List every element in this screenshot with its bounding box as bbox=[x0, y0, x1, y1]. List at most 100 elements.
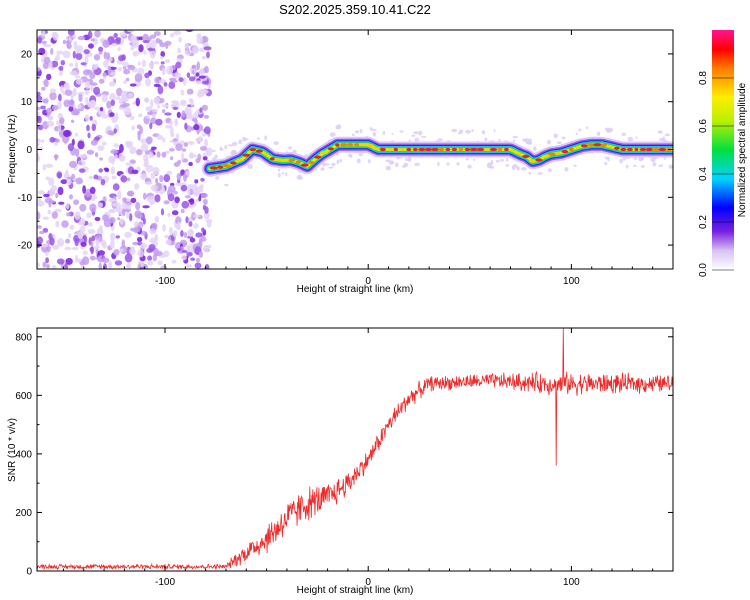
noise-speckle bbox=[43, 193, 50, 198]
halo-speckle bbox=[350, 154, 353, 159]
noise-speckle bbox=[82, 185, 86, 194]
noise-speckle bbox=[90, 139, 98, 146]
noise-speckle bbox=[163, 200, 170, 205]
noise-speckle bbox=[112, 183, 120, 191]
noise-speckle bbox=[108, 198, 116, 202]
halo-speckle bbox=[495, 160, 500, 163]
noise-speckle bbox=[136, 236, 143, 243]
noise-speckle bbox=[100, 179, 106, 186]
noise-speckle bbox=[127, 92, 134, 98]
ridge-core bbox=[593, 143, 602, 147]
spectrogram-heatmap bbox=[37, 30, 673, 269]
noise-speckle bbox=[175, 143, 183, 151]
noise-speckle bbox=[111, 175, 117, 180]
noise-speckle bbox=[83, 49, 90, 55]
snr-y-tick-label: 200 bbox=[15, 508, 32, 519]
noise-speckle bbox=[185, 170, 190, 176]
noise-speckle bbox=[185, 264, 193, 268]
noise-speckle bbox=[174, 196, 180, 204]
noise-speckle bbox=[73, 40, 78, 50]
ridge-core bbox=[645, 147, 654, 152]
noise-speckle bbox=[103, 59, 109, 68]
noise-speckle bbox=[109, 112, 115, 117]
noise-speckle bbox=[82, 256, 90, 266]
noise-speckle bbox=[189, 204, 195, 209]
noise-speckle bbox=[107, 130, 114, 136]
noise-speckle bbox=[84, 114, 90, 122]
noise-speckle bbox=[184, 49, 191, 56]
noise-speckle bbox=[203, 244, 210, 253]
noise-speckle bbox=[42, 98, 49, 104]
noise-speckle bbox=[165, 124, 173, 129]
ridge-core bbox=[249, 148, 257, 152]
noise-speckle bbox=[150, 172, 156, 180]
noise-speckle bbox=[148, 244, 156, 251]
noise-speckle bbox=[155, 118, 163, 126]
noise-speckle bbox=[129, 146, 137, 154]
halo-speckle bbox=[481, 130, 486, 135]
halo-speckle bbox=[244, 138, 249, 141]
halo-speckle bbox=[605, 156, 608, 160]
noise-speckle bbox=[201, 227, 205, 233]
noise-speckle bbox=[170, 132, 175, 138]
ridge-core bbox=[445, 147, 451, 152]
noise-speckle bbox=[195, 199, 200, 203]
ridge-core bbox=[476, 147, 485, 152]
noise-speckle bbox=[42, 216, 50, 220]
ridge-core bbox=[504, 147, 509, 152]
noise-speckle bbox=[203, 126, 211, 135]
noise-speckle bbox=[199, 146, 208, 151]
noise-speckle bbox=[57, 186, 64, 196]
ridge-core bbox=[424, 147, 433, 152]
noise-speckle bbox=[110, 71, 116, 76]
spectrogram-x-tick-label: 0 bbox=[365, 276, 371, 287]
noise-speckle bbox=[140, 173, 148, 181]
noise-speckle bbox=[112, 202, 118, 207]
noise-speckle bbox=[102, 72, 107, 77]
noise-speckle bbox=[203, 114, 210, 119]
noise-speckle bbox=[101, 94, 108, 103]
noise-speckle bbox=[69, 160, 77, 168]
halo-speckle bbox=[484, 137, 488, 142]
halo-speckle bbox=[596, 131, 601, 136]
halo-speckle bbox=[668, 164, 673, 169]
halo-speckle bbox=[586, 126, 589, 130]
noise-speckle bbox=[77, 140, 85, 150]
noise-speckle bbox=[188, 229, 194, 237]
halo-speckle bbox=[231, 141, 238, 146]
noise-speckle bbox=[89, 116, 93, 121]
ridge-core bbox=[300, 163, 309, 167]
ridge-core bbox=[516, 152, 523, 156]
noise-speckle bbox=[63, 83, 69, 89]
halo-speckle bbox=[607, 127, 613, 133]
noise-speckle bbox=[180, 184, 188, 192]
noise-speckle bbox=[42, 40, 47, 45]
noise-speckle bbox=[162, 137, 166, 143]
noise-speckle bbox=[136, 81, 142, 86]
noise-speckle bbox=[120, 90, 129, 100]
noise-speckle bbox=[118, 67, 122, 72]
halo-speckle bbox=[578, 128, 582, 132]
halo-speckle bbox=[564, 167, 569, 172]
noise-speckle bbox=[98, 78, 105, 84]
noise-speckle bbox=[47, 115, 54, 121]
noise-speckle bbox=[79, 154, 88, 158]
noise-speckle bbox=[181, 152, 185, 161]
halo-speckle bbox=[414, 162, 421, 166]
halo-speckle bbox=[394, 162, 399, 168]
noise-speckle bbox=[125, 77, 130, 82]
noise-speckle bbox=[142, 205, 150, 209]
noise-speckle bbox=[87, 222, 94, 227]
noise-speckle bbox=[140, 138, 148, 144]
noise-speckle bbox=[65, 202, 70, 210]
halo-speckle bbox=[575, 132, 578, 136]
noise-speckle bbox=[88, 43, 94, 49]
noise-speckle bbox=[99, 107, 104, 112]
noise-speckle bbox=[181, 200, 190, 209]
ridge-core bbox=[418, 147, 426, 152]
noise-speckle bbox=[149, 227, 157, 235]
noise-speckle bbox=[195, 232, 203, 238]
noise-speckle bbox=[37, 200, 45, 207]
halo-speckle bbox=[657, 130, 663, 134]
noise-speckle bbox=[113, 249, 120, 256]
